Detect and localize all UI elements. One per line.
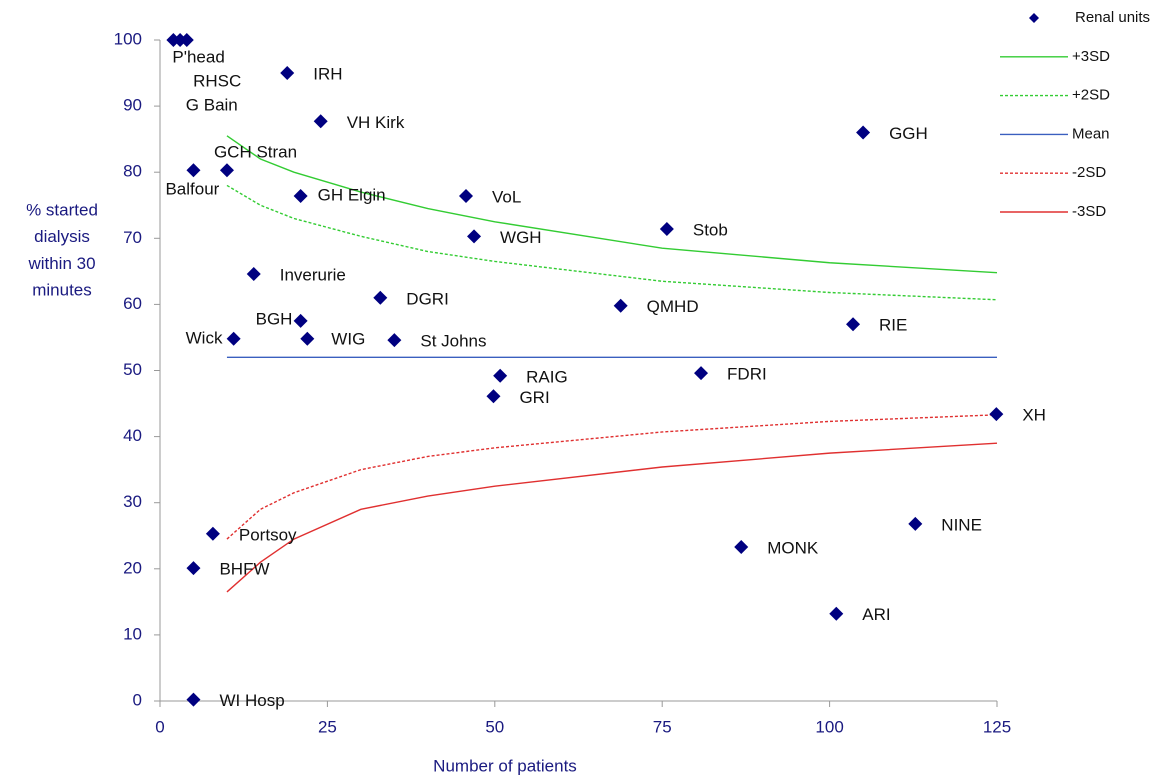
point-label: WGH (500, 228, 542, 247)
data-point (734, 539, 749, 554)
legend-marker (1029, 13, 1039, 23)
series-line (226, 184, 998, 301)
y-tick-label: 70 (123, 228, 142, 247)
series-line (226, 414, 998, 540)
legend-label: -3SD (1072, 203, 1106, 220)
y-axis-title: % started (26, 200, 98, 219)
data-point (280, 66, 295, 81)
y-tick-label: 50 (123, 360, 142, 379)
x-tick-label: 75 (653, 717, 672, 736)
point-label: GCH Stran (214, 143, 297, 162)
data-point (293, 188, 308, 203)
data-point (219, 163, 234, 178)
legend-label: +2SD (1072, 87, 1110, 104)
x-tick-label: 100 (815, 717, 843, 736)
y-tick-label: 90 (123, 96, 142, 115)
data-point (226, 331, 241, 346)
data-point (613, 298, 628, 313)
data-point (493, 368, 508, 383)
data-point (459, 188, 474, 203)
point-label: BHFW (219, 560, 269, 579)
y-axis-title: dialysis (34, 227, 90, 246)
point-label: IRH (313, 65, 342, 84)
y-tick-label: 30 (123, 492, 142, 511)
point-label: XH (1022, 406, 1046, 425)
data-point (205, 526, 220, 541)
y-tick-label: 20 (123, 558, 142, 577)
point-label: Portsoy (239, 525, 297, 544)
point-label: RIE (879, 316, 907, 335)
data-point (186, 692, 201, 707)
point-label: St Johns (420, 332, 486, 351)
data-point (387, 333, 402, 348)
x-tick-label: 25 (318, 717, 337, 736)
y-axis-title: within 30 (27, 254, 95, 273)
point-label: MONK (767, 538, 819, 557)
y-tick-label: 40 (123, 426, 142, 445)
point-label: VH Kirk (347, 113, 405, 132)
x-tick-label: 50 (485, 717, 504, 736)
legend-label: Mean (1072, 125, 1110, 142)
series-line (226, 135, 998, 274)
legend-label: -2SD (1072, 164, 1106, 181)
point-label: Stob (693, 221, 728, 240)
data-point (313, 114, 328, 129)
data-point (467, 229, 482, 244)
y-tick-label: 100 (114, 29, 142, 48)
y-axis-title: minutes (32, 281, 92, 300)
data-point (486, 389, 501, 404)
point-label: Inverurie (280, 265, 346, 284)
series-line (226, 442, 998, 593)
y-tick-label: 10 (123, 624, 142, 643)
x-tick-label: 0 (155, 717, 164, 736)
data-point (300, 331, 315, 346)
point-label: Balfour (165, 180, 219, 199)
point-label: QMHD (647, 297, 699, 316)
y-tick-label: 80 (123, 162, 142, 181)
point-label: WI Hosp (219, 691, 284, 710)
data-point (659, 222, 674, 237)
point-label: WIG (331, 329, 365, 348)
point-label: Wick (186, 328, 223, 347)
data-point (829, 606, 844, 621)
y-tick-label: 0 (133, 690, 142, 709)
data-point (694, 366, 709, 381)
data-point (989, 407, 1004, 422)
legend-label: +3SD (1072, 48, 1110, 65)
data-point (856, 125, 871, 140)
data-point (246, 266, 261, 281)
point-label: P'head (172, 47, 224, 66)
data-point (908, 516, 923, 531)
point-label: VoL (492, 187, 521, 206)
data-point (179, 33, 194, 47)
y-tick-label: 60 (123, 294, 142, 313)
legend-label: Renal units (1075, 9, 1150, 26)
data-point (186, 561, 201, 576)
point-label: RAIG (526, 367, 568, 386)
data-point (186, 163, 201, 178)
point-label: GH Elgin (318, 185, 386, 204)
x-axis-title: Number of patients (433, 756, 577, 775)
point-label: ARI (862, 605, 890, 624)
point-label: RHSC (193, 71, 241, 90)
point-label: BGH (256, 309, 293, 328)
point-label: DGRI (406, 289, 449, 308)
point-label: FDRI (727, 365, 767, 384)
data-point (846, 317, 861, 332)
point-label: GGH (889, 124, 928, 143)
data-point (373, 290, 388, 305)
x-tick-label: 125 (983, 717, 1011, 736)
point-label: NINE (941, 515, 982, 534)
data-point (293, 313, 308, 328)
point-label: G Bain (186, 95, 238, 114)
point-label: GRI (519, 388, 549, 407)
